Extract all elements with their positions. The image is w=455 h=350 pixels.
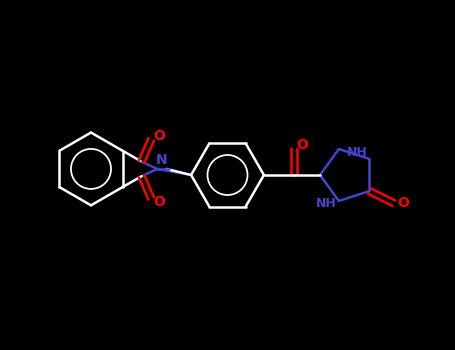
Text: NH: NH — [316, 197, 337, 210]
Text: O: O — [153, 195, 165, 209]
Text: O: O — [296, 138, 308, 152]
Text: N: N — [156, 153, 167, 167]
Text: NH: NH — [347, 146, 368, 159]
Text: O: O — [153, 129, 165, 143]
Text: O: O — [397, 196, 409, 210]
